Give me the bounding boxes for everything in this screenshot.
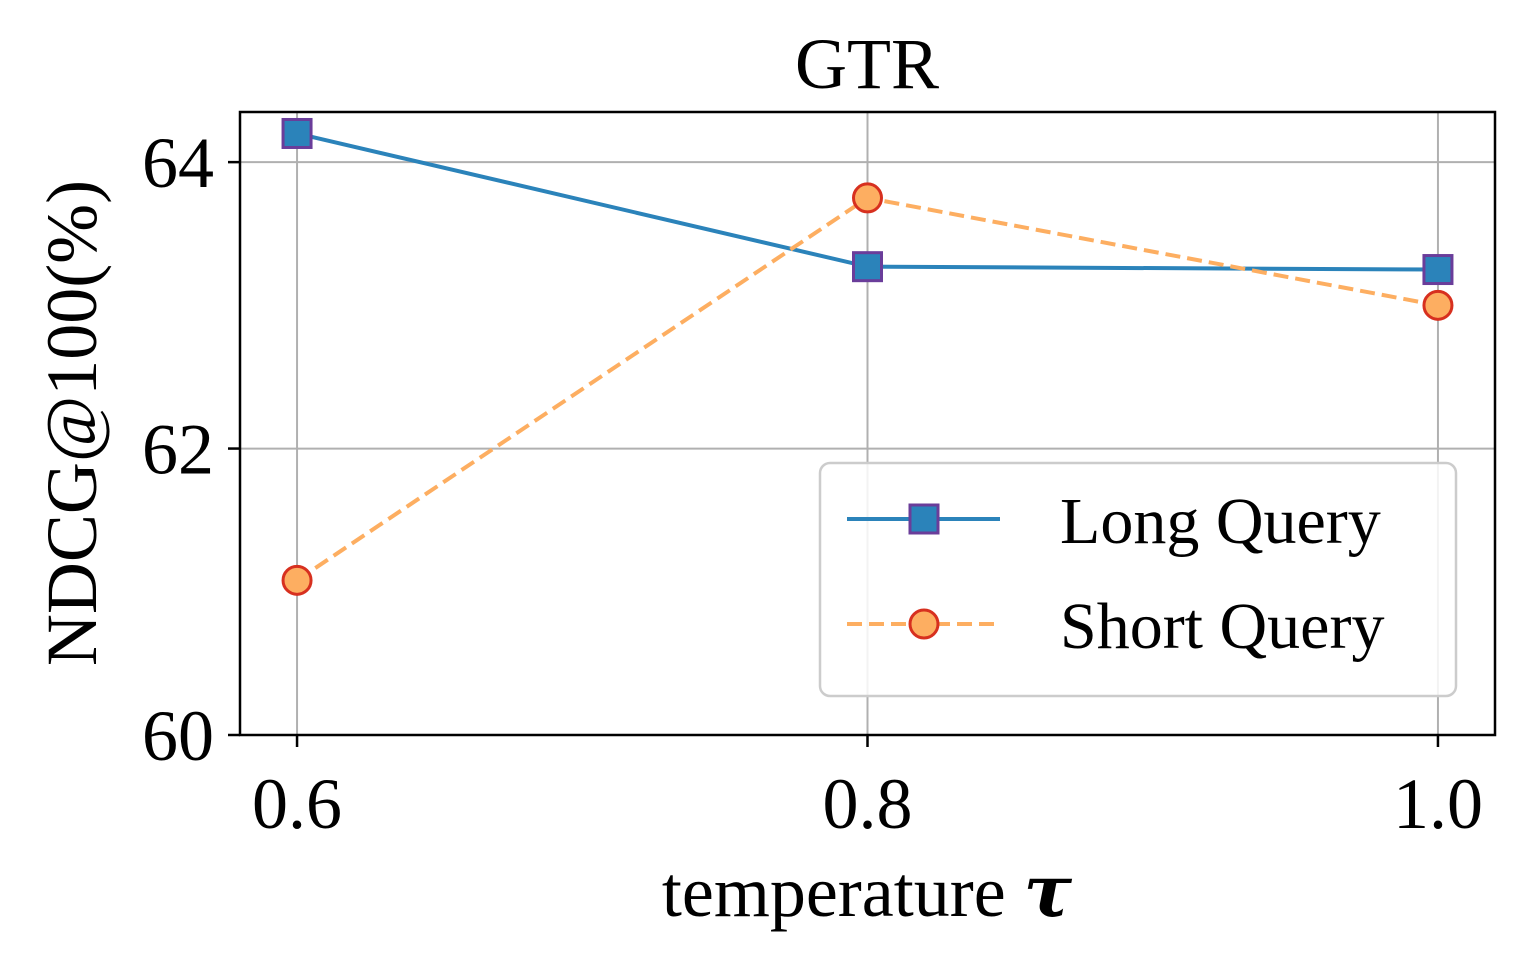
series-long-query [281, 117, 1454, 286]
y-axis-label: NDCG@100(%) [32, 180, 112, 666]
legend: Long Query Short Query [818, 461, 1458, 698]
data-point-short-query [852, 182, 883, 214]
series-short-query [281, 182, 1454, 596]
series-layer [281, 117, 1454, 596]
chart-title: GTR [795, 24, 939, 104]
x-tick-label: 0.8 [823, 764, 913, 844]
x-axis-label: temperature τ [662, 848, 1073, 933]
data-point-long-query [1422, 254, 1454, 286]
x-axis-label-text: temperature [662, 852, 1006, 932]
legend-label-long-query: Long Query [1060, 485, 1381, 558]
legend-label-short-query: Short Query [1060, 590, 1384, 663]
legend-item-short-query: Short Query [847, 590, 1384, 663]
legend-frame [818, 461, 1458, 698]
legend-marker-long-query [908, 503, 940, 535]
data-point-short-query [1422, 289, 1454, 321]
x-axis: 0.6 0.8 1.0 [252, 735, 1483, 844]
x-axis-label-symbol: τ [1024, 848, 1073, 933]
data-point-short-query [281, 564, 313, 596]
y-tick-label: 62 [142, 410, 214, 490]
legend-item-long-query: Long Query [847, 485, 1381, 558]
x-tick-label: 0.6 [252, 764, 342, 844]
y-tick-label: 64 [142, 123, 214, 203]
legend-marker-short-query [908, 608, 940, 640]
data-point-long-query [852, 251, 883, 283]
y-axis: 60 62 64 [142, 123, 240, 776]
data-point-long-query [281, 117, 313, 149]
x-tick-label: 1.0 [1393, 764, 1483, 844]
y-tick-label: 60 [142, 696, 214, 776]
